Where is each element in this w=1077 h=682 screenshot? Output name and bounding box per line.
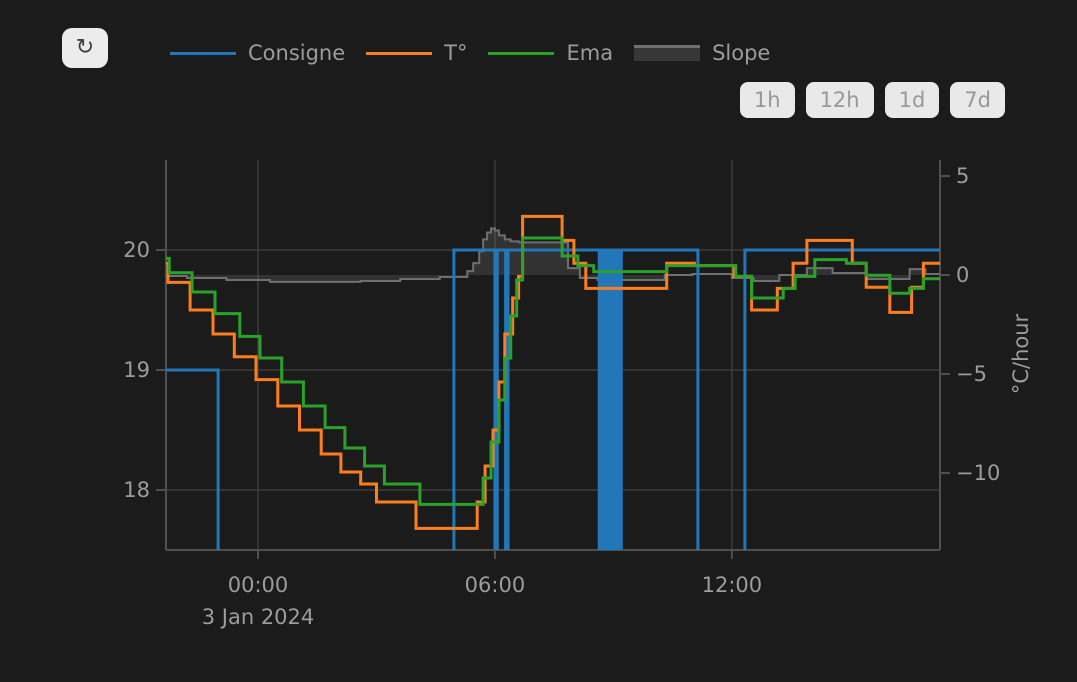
y-right-tick-label: 0 (956, 263, 969, 287)
y-left-tick-label: 19 (123, 358, 150, 382)
y-right-tick-label: −5 (956, 362, 987, 386)
chart-legend: Consigne T° Ema Slope (170, 38, 770, 68)
legend-item-ema[interactable]: Ema (488, 41, 613, 65)
range-button-1d[interactable]: 1d (884, 82, 940, 118)
legend-item-temperature[interactable]: T° (366, 41, 467, 65)
legend-item-consigne[interactable]: Consigne (170, 41, 345, 65)
range-button-7d[interactable]: 7d (950, 82, 1005, 118)
range-button-12h[interactable]: 12h (805, 82, 874, 118)
x-tick-label: 00:00 (228, 573, 289, 597)
legend-label-ema: Ema (566, 41, 614, 65)
slope-area-fill (166, 228, 940, 282)
consigne-line-swatch (170, 51, 236, 55)
y-right-tick-label: −10 (956, 461, 1000, 485)
legend-label-slope: Slope (712, 41, 771, 65)
y-left-tick-label: 20 (123, 238, 150, 262)
x-axis-date-label: 3 Jan 2024 (202, 605, 315, 629)
y-right-axis-title: °C/hour (1009, 313, 1033, 394)
refresh-button[interactable]: ↻ (62, 28, 108, 68)
time-range-buttons: 1h 12h 1d 7d (739, 82, 1005, 118)
series-line-ema (166, 236, 940, 506)
y-right-tick-label: 5 (956, 164, 969, 188)
legend-label-consigne: Consigne (248, 41, 346, 65)
x-tick-label: 06:00 (465, 573, 526, 597)
slope-area-swatch (634, 45, 701, 61)
ema-line-swatch (488, 51, 555, 55)
x-tick-label: 12:00 (702, 573, 763, 597)
y-left-tick-label: 18 (123, 478, 150, 502)
legend-item-slope[interactable]: Slope (634, 41, 770, 65)
legend-label-temperature: T° (444, 41, 468, 65)
range-button-1h[interactable]: 1h (739, 82, 795, 118)
temperature-line-swatch (366, 51, 433, 55)
